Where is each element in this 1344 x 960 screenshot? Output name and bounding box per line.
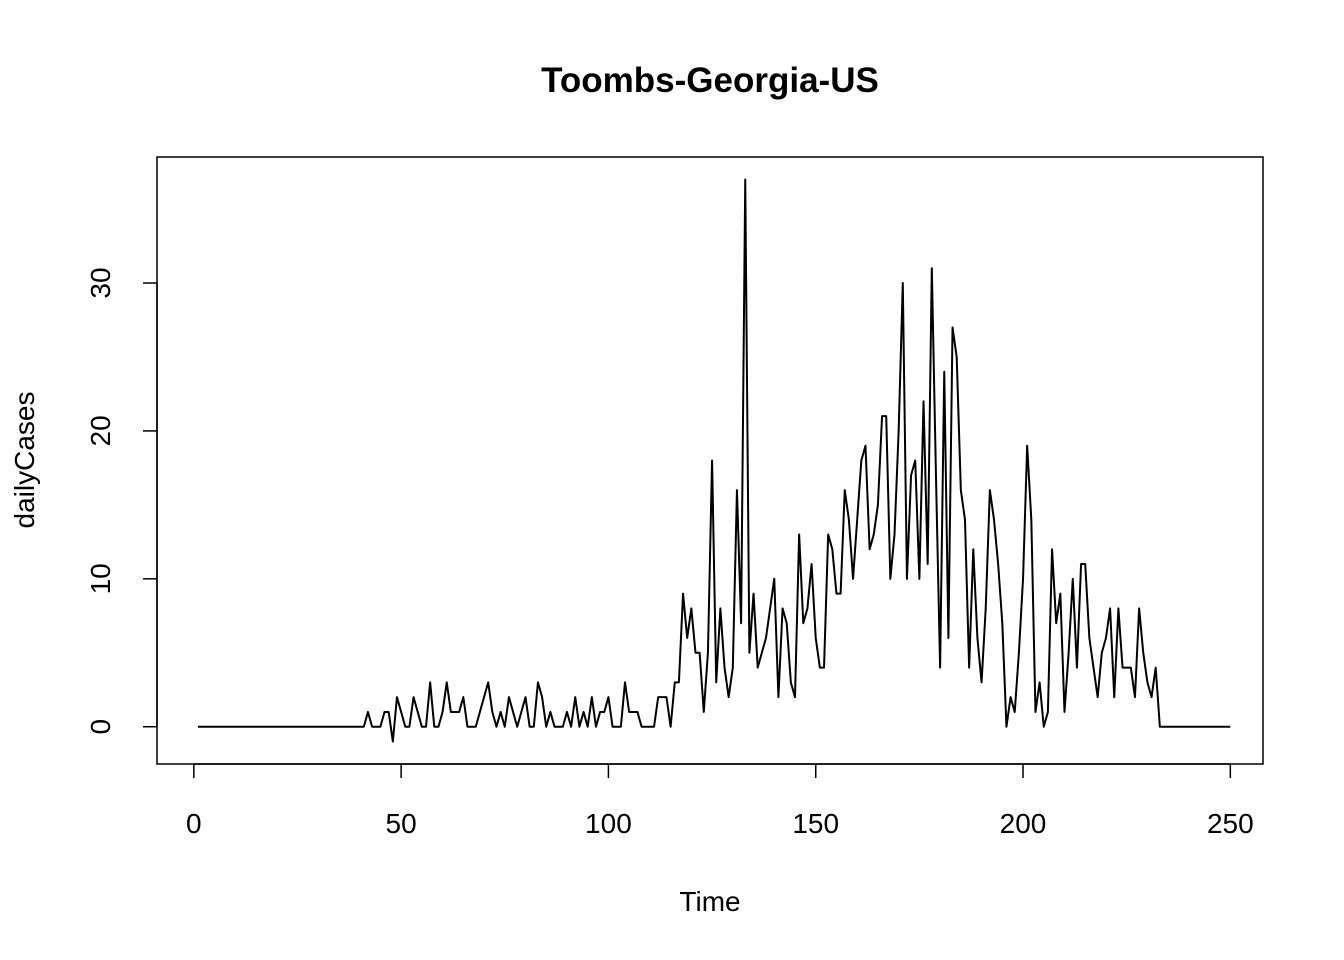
x-axis: 0 50 100 150 200 250 bbox=[186, 763, 1254, 839]
x-tick-label: 50 bbox=[386, 808, 417, 839]
x-tick-label: 200 bbox=[1000, 808, 1047, 839]
y-tick-label: 0 bbox=[85, 719, 116, 735]
y-tick-label: 10 bbox=[85, 563, 116, 594]
series-line bbox=[197, 178, 1231, 743]
x-tick-label: 0 bbox=[186, 808, 202, 839]
x-tick-label: 250 bbox=[1207, 808, 1254, 839]
plot-frame bbox=[156, 156, 1264, 765]
chart-title: Toombs-Georgia-US bbox=[541, 61, 879, 100]
x-tick-label: 100 bbox=[585, 808, 632, 839]
y-tick-label: 20 bbox=[85, 415, 116, 446]
y-axis: 0 10 20 30 bbox=[85, 267, 158, 735]
y-tick-label: 30 bbox=[85, 267, 116, 298]
y-axis-label: dailyCases bbox=[9, 392, 40, 529]
x-tick-label: 150 bbox=[792, 808, 839, 839]
x-axis-label: Time bbox=[679, 886, 740, 917]
